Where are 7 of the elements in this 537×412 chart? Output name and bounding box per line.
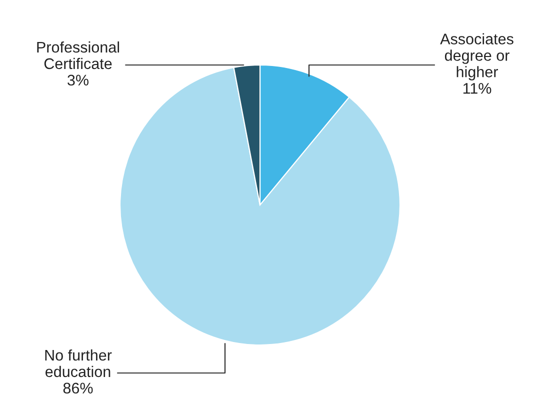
data-label: 86% [63, 382, 93, 394]
pie-slice [119, 66, 401, 346]
slice-label: Associates degree or higher [440, 33, 514, 80]
slice-label: No further education [45, 349, 112, 378]
data-label: 3% [68, 74, 88, 86]
data-label: 11% [463, 83, 492, 94]
slice-label: Professional Certificate [37, 41, 120, 70]
